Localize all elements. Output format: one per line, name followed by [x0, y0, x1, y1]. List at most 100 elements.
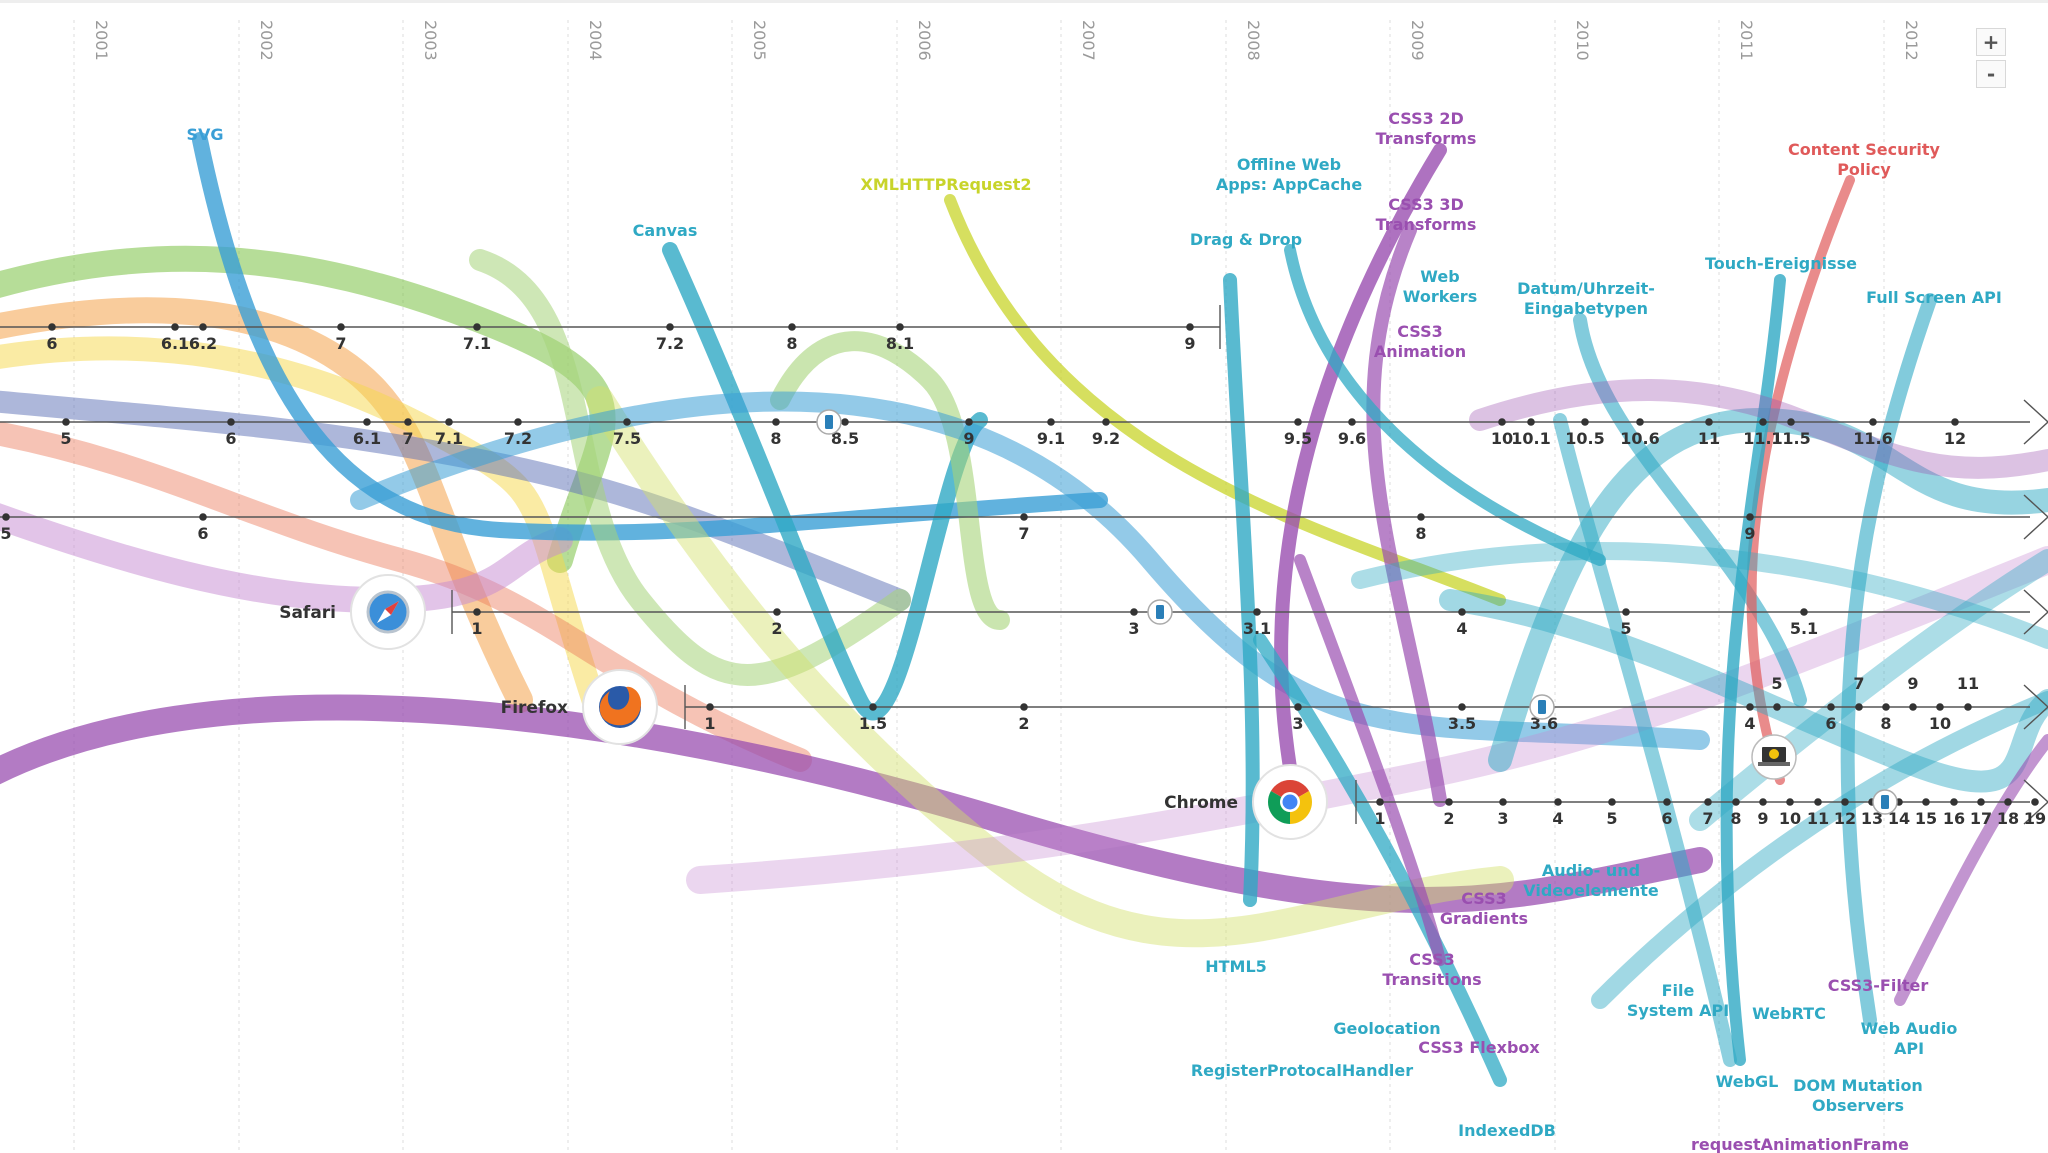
- feature-audio-und-videoelemente[interactable]: Audio- und Videoelemente: [1523, 861, 1659, 900]
- feature-webrtc[interactable]: WebRTC: [1752, 1004, 1826, 1023]
- version-dot[interactable]: [2, 513, 10, 521]
- feature-requestanimationframe[interactable]: requestAnimationFrame: [1691, 1135, 1909, 1153]
- feature-web-audio-api[interactable]: Web Audio API: [1861, 1019, 1958, 1058]
- version-dot[interactable]: [514, 418, 522, 426]
- feature-drag-drop[interactable]: Drag & Drop: [1190, 230, 1302, 249]
- version-dot[interactable]: [1882, 703, 1890, 711]
- feature-css3-filter[interactable]: CSS3-Filter: [1828, 976, 1929, 995]
- version-dot[interactable]: [666, 323, 674, 331]
- version-dot[interactable]: [773, 608, 781, 616]
- feature-css3-transitions[interactable]: CSS3 Transitions: [1382, 950, 1481, 989]
- version-dot[interactable]: [772, 418, 780, 426]
- feature-full-screen-api[interactable]: Full Screen API: [1866, 288, 2002, 307]
- version-dot[interactable]: [1977, 798, 1985, 806]
- version-dot[interactable]: [171, 323, 179, 331]
- feature-webgl[interactable]: WebGL: [1716, 1072, 1779, 1091]
- version-dot[interactable]: [1499, 798, 1507, 806]
- version-dot[interactable]: [1020, 703, 1028, 711]
- feature-registerprotocalhandler[interactable]: RegisterProtocalHandler: [1191, 1061, 1413, 1080]
- version-dot[interactable]: [62, 418, 70, 426]
- version-dot[interactable]: [1020, 513, 1028, 521]
- version-dot[interactable]: [1294, 703, 1302, 711]
- version-dot[interactable]: [1936, 703, 1944, 711]
- version-dot[interactable]: [1909, 703, 1917, 711]
- feature-css3-gradients[interactable]: CSS3 Gradients: [1440, 889, 1528, 928]
- version-dot[interactable]: [1348, 418, 1356, 426]
- feature-datum-uhrzeit-eingabetypen[interactable]: Datum/Uhrzeit-Eingabetypen: [1517, 279, 1655, 318]
- feature-web-workers[interactable]: Web Workers: [1403, 267, 1477, 306]
- version-dot[interactable]: [1759, 798, 1767, 806]
- version-dot[interactable]: [1186, 323, 1194, 331]
- version-dot[interactable]: [1102, 418, 1110, 426]
- version-dot[interactable]: [48, 323, 56, 331]
- mobile-icon[interactable]: [1872, 789, 1898, 815]
- version-dot[interactable]: [1787, 418, 1795, 426]
- version-dot[interactable]: [1855, 703, 1863, 711]
- firefox-icon[interactable]: [582, 669, 658, 745]
- version-dot[interactable]: [965, 418, 973, 426]
- version-dot[interactable]: [2031, 798, 2039, 806]
- version-dot[interactable]: [1800, 608, 1808, 616]
- feature-css3-flexbox[interactable]: CSS3 Flexbox: [1418, 1038, 1540, 1057]
- version-dot[interactable]: [1841, 798, 1849, 806]
- version-dot[interactable]: [1636, 418, 1644, 426]
- zoom-in-button[interactable]: +: [1976, 28, 2006, 56]
- feature-svg[interactable]: SVG: [186, 125, 223, 144]
- version-dot[interactable]: [1951, 418, 1959, 426]
- version-dot[interactable]: [1704, 798, 1712, 806]
- version-dot[interactable]: [1786, 798, 1794, 806]
- version-dot[interactable]: [788, 323, 796, 331]
- version-dot[interactable]: [1827, 703, 1835, 711]
- chrome-icon[interactable]: [1252, 764, 1328, 840]
- version-dot[interactable]: [404, 418, 412, 426]
- feature-file-system-api[interactable]: File System API: [1627, 981, 1729, 1020]
- safari-icon[interactable]: [350, 574, 426, 650]
- version-dot[interactable]: [1417, 513, 1425, 521]
- version-dot[interactable]: [363, 418, 371, 426]
- version-dot[interactable]: [1814, 798, 1822, 806]
- feature-css3-2d-transforms[interactable]: CSS3 2D Transforms: [1376, 109, 1477, 148]
- version-dot[interactable]: [1458, 608, 1466, 616]
- version-dot[interactable]: [199, 323, 207, 331]
- version-dot[interactable]: [1869, 418, 1877, 426]
- version-dot[interactable]: [706, 703, 714, 711]
- version-dot[interactable]: [623, 418, 631, 426]
- version-dot[interactable]: [1922, 798, 1930, 806]
- laptop-icon[interactable]: [1751, 734, 1797, 780]
- feature-css3-3d-transforms[interactable]: CSS3 3D Transforms: [1376, 195, 1477, 234]
- version-dot[interactable]: [227, 418, 235, 426]
- version-dot[interactable]: [1047, 418, 1055, 426]
- feature-css3-animation[interactable]: CSS3 Animation: [1374, 322, 1466, 361]
- feature-offline-web-apps-appcache[interactable]: Offline Web Apps: AppCache: [1216, 155, 1362, 194]
- feature-canvas[interactable]: Canvas: [633, 221, 698, 240]
- version-dot[interactable]: [1950, 798, 1958, 806]
- version-dot[interactable]: [1746, 703, 1754, 711]
- version-dot[interactable]: [1964, 703, 1972, 711]
- version-dot[interactable]: [896, 323, 904, 331]
- feature-content-security-policy[interactable]: Content Security Policy: [1788, 140, 1941, 179]
- feature-dom-mutation-observers[interactable]: DOM Mutation Observers: [1793, 1076, 1923, 1115]
- version-dot[interactable]: [1130, 608, 1138, 616]
- version-dot[interactable]: [1253, 608, 1261, 616]
- version-dot[interactable]: [1732, 798, 1740, 806]
- version-dot[interactable]: [1746, 513, 1754, 521]
- version-dot[interactable]: [1622, 608, 1630, 616]
- feature-geolocation[interactable]: Geolocation: [1333, 1019, 1440, 1038]
- version-dot[interactable]: [1773, 703, 1781, 711]
- version-dot[interactable]: [473, 323, 481, 331]
- version-dot[interactable]: [445, 418, 453, 426]
- version-dot[interactable]: [1498, 418, 1506, 426]
- version-dot[interactable]: [1294, 418, 1302, 426]
- version-dot[interactable]: [1458, 703, 1466, 711]
- mobile-icon[interactable]: [1529, 694, 1555, 720]
- version-dot[interactable]: [199, 513, 207, 521]
- version-dot[interactable]: [1376, 798, 1384, 806]
- version-dot[interactable]: [869, 703, 877, 711]
- version-dot[interactable]: [1608, 798, 1616, 806]
- version-dot[interactable]: [2004, 798, 2012, 806]
- mobile-icon[interactable]: [1147, 599, 1173, 625]
- feature-html5[interactable]: HTML5: [1205, 957, 1267, 976]
- version-dot[interactable]: [1705, 418, 1713, 426]
